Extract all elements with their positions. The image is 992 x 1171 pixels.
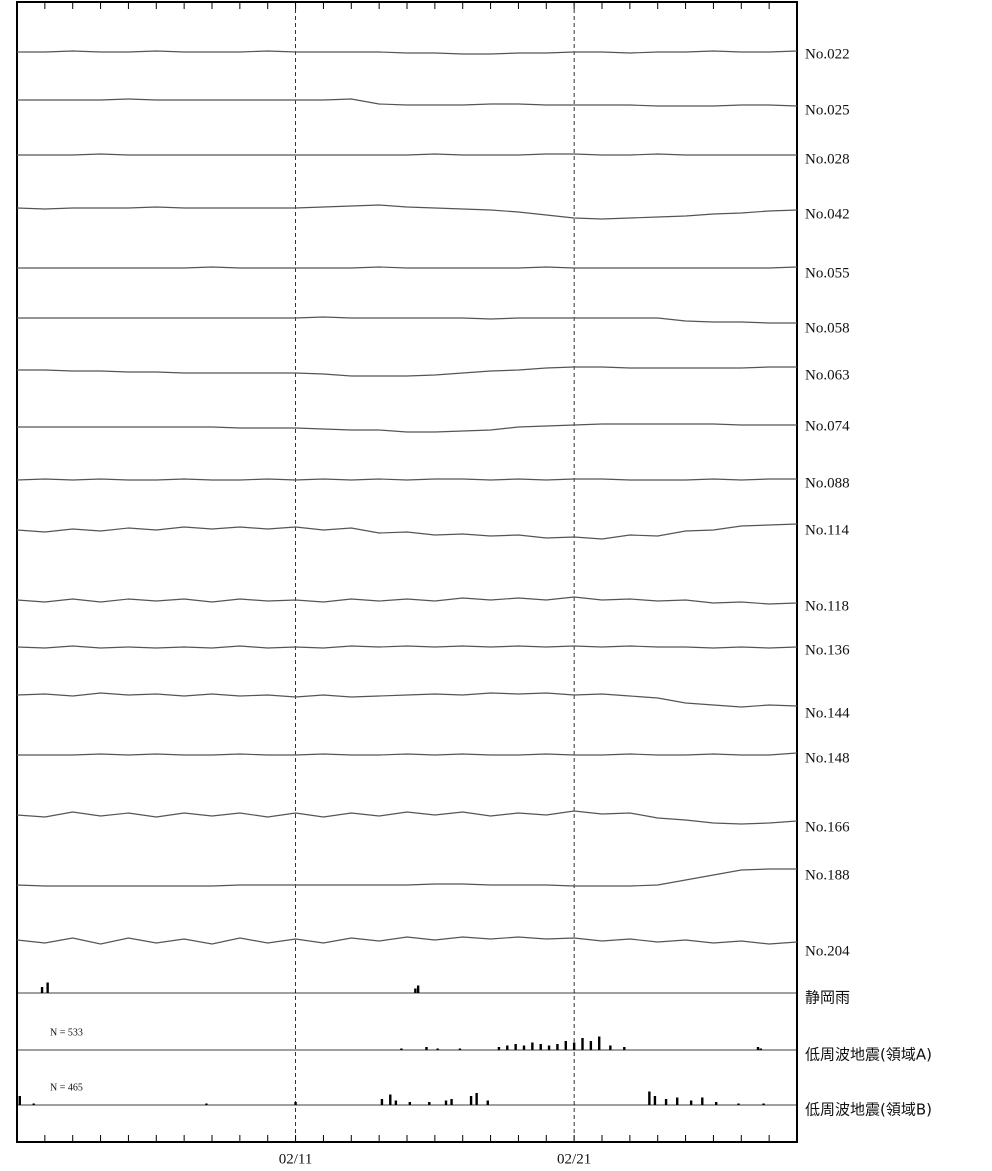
trace-line: [16, 936, 798, 945]
trace-line: [17, 266, 798, 269]
bar: [547, 1045, 551, 1050]
plot-frame: [16, 1, 798, 1143]
bar: [514, 1044, 517, 1050]
bar: [522, 1045, 526, 1050]
trace-line: [16, 810, 798, 825]
trace-label: No.058: [805, 320, 850, 336]
trace-line: [16, 523, 798, 540]
bar: [18, 1096, 21, 1105]
trace-line: [16, 204, 798, 220]
trace-label: No.042: [805, 206, 850, 222]
x-tick-label: 02/21: [557, 1151, 591, 1167]
bar: [689, 1100, 693, 1105]
bar: [497, 1047, 501, 1050]
trace-line: [17, 423, 797, 433]
bar: [756, 1047, 760, 1050]
strip-label: 低周波地震(領域B): [805, 1101, 932, 1119]
bar: [380, 1099, 384, 1105]
trace-line: [16, 868, 797, 887]
trace-label: No.148: [805, 750, 850, 766]
bar: [394, 1100, 398, 1105]
bar: [450, 1099, 453, 1105]
bar: [294, 1102, 297, 1105]
trace-line: [17, 366, 797, 377]
trace-label: No.118: [805, 598, 849, 614]
bar: [572, 1042, 576, 1050]
bar: [609, 1045, 612, 1050]
trace-label: No.025: [805, 102, 850, 118]
bar: [737, 1103, 740, 1105]
trace-line: [17, 752, 798, 756]
bar: [475, 1093, 478, 1105]
x-tick-label: 02/11: [279, 1151, 313, 1167]
trace-line: [17, 153, 797, 156]
strip-label: 静岡雨: [805, 989, 850, 1007]
trace-label: No.063: [805, 367, 850, 383]
trace-line: [17, 98, 798, 107]
bar: [425, 1047, 428, 1050]
bar: [408, 1102, 411, 1105]
bar: [40, 987, 44, 993]
bar: [715, 1102, 718, 1105]
bar: [664, 1099, 668, 1105]
bar: [531, 1042, 534, 1050]
trace-label: No.028: [805, 151, 850, 167]
bar: [205, 1103, 208, 1105]
trace-label: No.136: [805, 642, 850, 658]
bar: [762, 1103, 765, 1105]
trace-line: [16, 478, 797, 481]
bar: [648, 1091, 651, 1105]
bar: [414, 988, 417, 993]
bar: [623, 1047, 626, 1050]
trace-label: No.088: [805, 475, 850, 491]
trace-label: No.055: [805, 265, 850, 281]
bar: [458, 1048, 462, 1050]
bar: [389, 1094, 392, 1105]
bar: [581, 1038, 584, 1050]
trace-label: No.022: [805, 46, 850, 62]
trace-label: No.166: [805, 819, 850, 835]
bar: [598, 1036, 601, 1050]
annotation: N = 465: [50, 1082, 83, 1093]
trace-line: [17, 50, 798, 55]
bar: [469, 1096, 473, 1105]
trace-label: No.204: [805, 943, 850, 959]
trace-line: [17, 316, 797, 324]
bar: [539, 1044, 542, 1050]
bar: [436, 1048, 439, 1050]
bar: [564, 1041, 567, 1050]
trace-line: [16, 596, 798, 605]
trace-label: No.188: [805, 867, 850, 883]
bar: [676, 1097, 679, 1105]
bar: [444, 1100, 448, 1105]
bar: [428, 1102, 431, 1105]
bar: [46, 982, 49, 993]
trace-label: No.144: [805, 705, 850, 721]
trace-label: No.114: [805, 522, 850, 538]
annotation: N = 533: [50, 1027, 83, 1038]
bar: [32, 1103, 35, 1105]
bar: [416, 985, 420, 993]
strip-label: 低周波地震(領域A): [805, 1046, 932, 1064]
bar: [506, 1045, 509, 1050]
bar: [653, 1096, 657, 1105]
trace-line: [16, 645, 798, 649]
bar: [400, 1048, 403, 1050]
bar: [556, 1044, 559, 1050]
trace-line: [16, 692, 798, 708]
trace-label: No.074: [805, 418, 850, 434]
bar: [701, 1097, 704, 1105]
bar: [486, 1100, 489, 1105]
bar: [589, 1041, 593, 1050]
bar: [759, 1048, 762, 1050]
